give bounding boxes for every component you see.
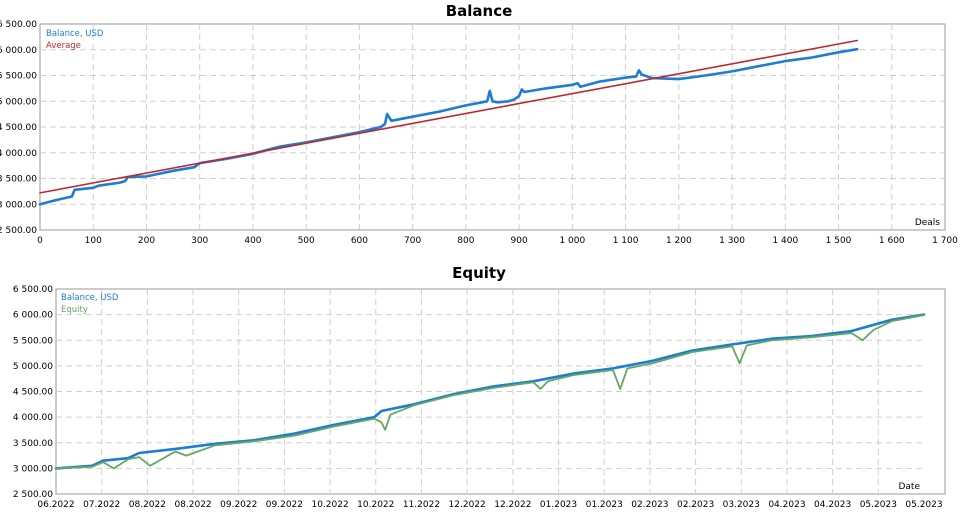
equity-x-tick-label: 08.2022 — [174, 500, 211, 510]
equity-series-line-1 — [55, 314, 925, 470]
balance-y-tick-label: 4 000.00 — [0, 149, 37, 159]
balance-series-group — [38, 39, 859, 206]
equity-x-tick-label: 01.2023 — [540, 500, 577, 510]
balance-grid — [40, 24, 945, 230]
equity-y-tick-label: 3 000.00 — [13, 464, 53, 474]
balance-x-tick-label: 100 — [85, 236, 102, 246]
balance-x-tick-label: 1 500 — [826, 236, 852, 246]
balance-y-tick-label: 5 000.00 — [0, 97, 37, 107]
balance-chart: Balance 2 500.00 3 000.00 3 500.00 4 000.00… — [0, 2, 958, 246]
equity-x-tick-label: 09.2022 — [220, 500, 257, 510]
balance-legend-average: Average — [46, 41, 81, 51]
equity-x-tick-label: 10.2022 — [311, 500, 348, 510]
equity-x-tick-label: 02.2023 — [631, 500, 668, 510]
balance-y-tick-label: 4 500.00 — [0, 123, 37, 133]
balance-legend-balance: Balance, USD — [46, 29, 104, 39]
equity-y-tick-label: 5 500.00 — [13, 336, 53, 346]
balance-chart-title: Balance — [446, 2, 513, 20]
equity-x-tick-label: 10.2022 — [357, 500, 394, 510]
equity-y-tick-label: 4 000.00 — [13, 413, 53, 423]
balance-series-line-0 — [38, 47, 859, 206]
balance-y-tick-label: 5 500.00 — [0, 72, 37, 82]
equity-y-tick-label: 2 500.00 — [13, 490, 53, 500]
equity-x-tick-label: 11.2022 — [403, 500, 440, 510]
balance-x-tick-label: 200 — [138, 236, 155, 246]
equity-x-tick-label: 04.2023 — [814, 500, 851, 510]
equity-series-line-0 — [54, 313, 926, 470]
equity-x-tick-label: 05.2023 — [860, 500, 897, 510]
equity-chart-title: Equity — [452, 264, 506, 282]
balance-x-axis: 0 100 200 300 400 500 600 700 800 900 1 000 1 100 1 … — [37, 236, 958, 246]
equity-y-tick-label: 6 500.00 — [13, 285, 53, 295]
balance-x-tick-label: 300 — [191, 236, 208, 246]
equity-x-tick-label: 12.2022 — [494, 500, 531, 510]
balance-x-tick-label: 900 — [511, 236, 528, 246]
equity-x-tick-label: 03.2023 — [723, 500, 760, 510]
equity-x-tick-label: 12.2022 — [449, 500, 486, 510]
balance-series-line-1 — [39, 39, 859, 194]
equity-legend-balance: Balance, USD — [61, 293, 119, 303]
balance-x-tick-label: 1 000 — [559, 236, 585, 246]
balance-y-tick-label: 6 500.00 — [0, 20, 37, 30]
equity-x-axis-label: Date — [898, 482, 920, 492]
balance-x-tick-label: 1 300 — [719, 236, 745, 246]
balance-x-tick-label: 1 600 — [879, 236, 905, 246]
balance-x-tick-label: 1 400 — [772, 236, 798, 246]
balance-x-tick-label: 500 — [298, 236, 315, 246]
equity-x-tick-label: 01.2023 — [586, 500, 623, 510]
equity-x-tick-label: 06.2022 — [37, 500, 74, 510]
balance-y-axis: 2 500.00 3 000.00 3 500.00 4 000.00 4 500.00… — [0, 20, 37, 236]
balance-y-tick-label: 3 500.00 — [0, 175, 37, 185]
equity-y-tick-label: 4 500.00 — [13, 388, 53, 398]
equity-x-tick-label: 05.2023 — [905, 500, 942, 510]
equity-y-axis: 2 500.00 3 000.00 3 500.00 4 000.00 4 500.00… — [13, 285, 53, 500]
balance-x-tick-label: 1 100 — [613, 236, 639, 246]
equity-y-tick-label: 3 500.00 — [13, 439, 53, 449]
balance-x-axis-label: Deals — [915, 218, 940, 228]
equity-y-tick-label: 5 000.00 — [13, 362, 53, 372]
equity-x-tick-label: 07.2022 — [83, 500, 120, 510]
balance-y-tick-label: 6 000.00 — [0, 46, 37, 56]
equity-x-tick-label: 02.2023 — [677, 500, 714, 510]
equity-x-tick-label: 09.2022 — [266, 500, 303, 510]
balance-x-tick-label: 400 — [244, 236, 261, 246]
balance-x-tick-label: 700 — [404, 236, 421, 246]
balance-x-tick-label: 0 — [37, 236, 43, 246]
equity-x-axis: 06.2022 07.2022 08.2022 08.2022 09.2022 09.20… — [37, 500, 942, 510]
equity-grid — [56, 289, 924, 494]
equity-chart: Equity 2 500.00 3 000.00 3 500.00 4 000.00 4… — [13, 264, 946, 510]
equity-x-tick-label: 04.2023 — [768, 500, 805, 510]
balance-x-tick-label: 1 200 — [666, 236, 692, 246]
balance-y-tick-label: 2 500.00 — [0, 226, 37, 236]
equity-series-group — [54, 313, 926, 470]
equity-x-tick-label: 08.2022 — [129, 500, 166, 510]
equity-legend-equity: Equity — [61, 305, 88, 315]
balance-x-tick-label: 600 — [351, 236, 368, 246]
balance-x-tick-label: 800 — [457, 236, 474, 246]
equity-y-tick-label: 6 000.00 — [13, 311, 53, 321]
balance-y-tick-label: 3 000.00 — [0, 200, 37, 210]
balance-x-tick-label: 1 700 — [932, 236, 958, 246]
